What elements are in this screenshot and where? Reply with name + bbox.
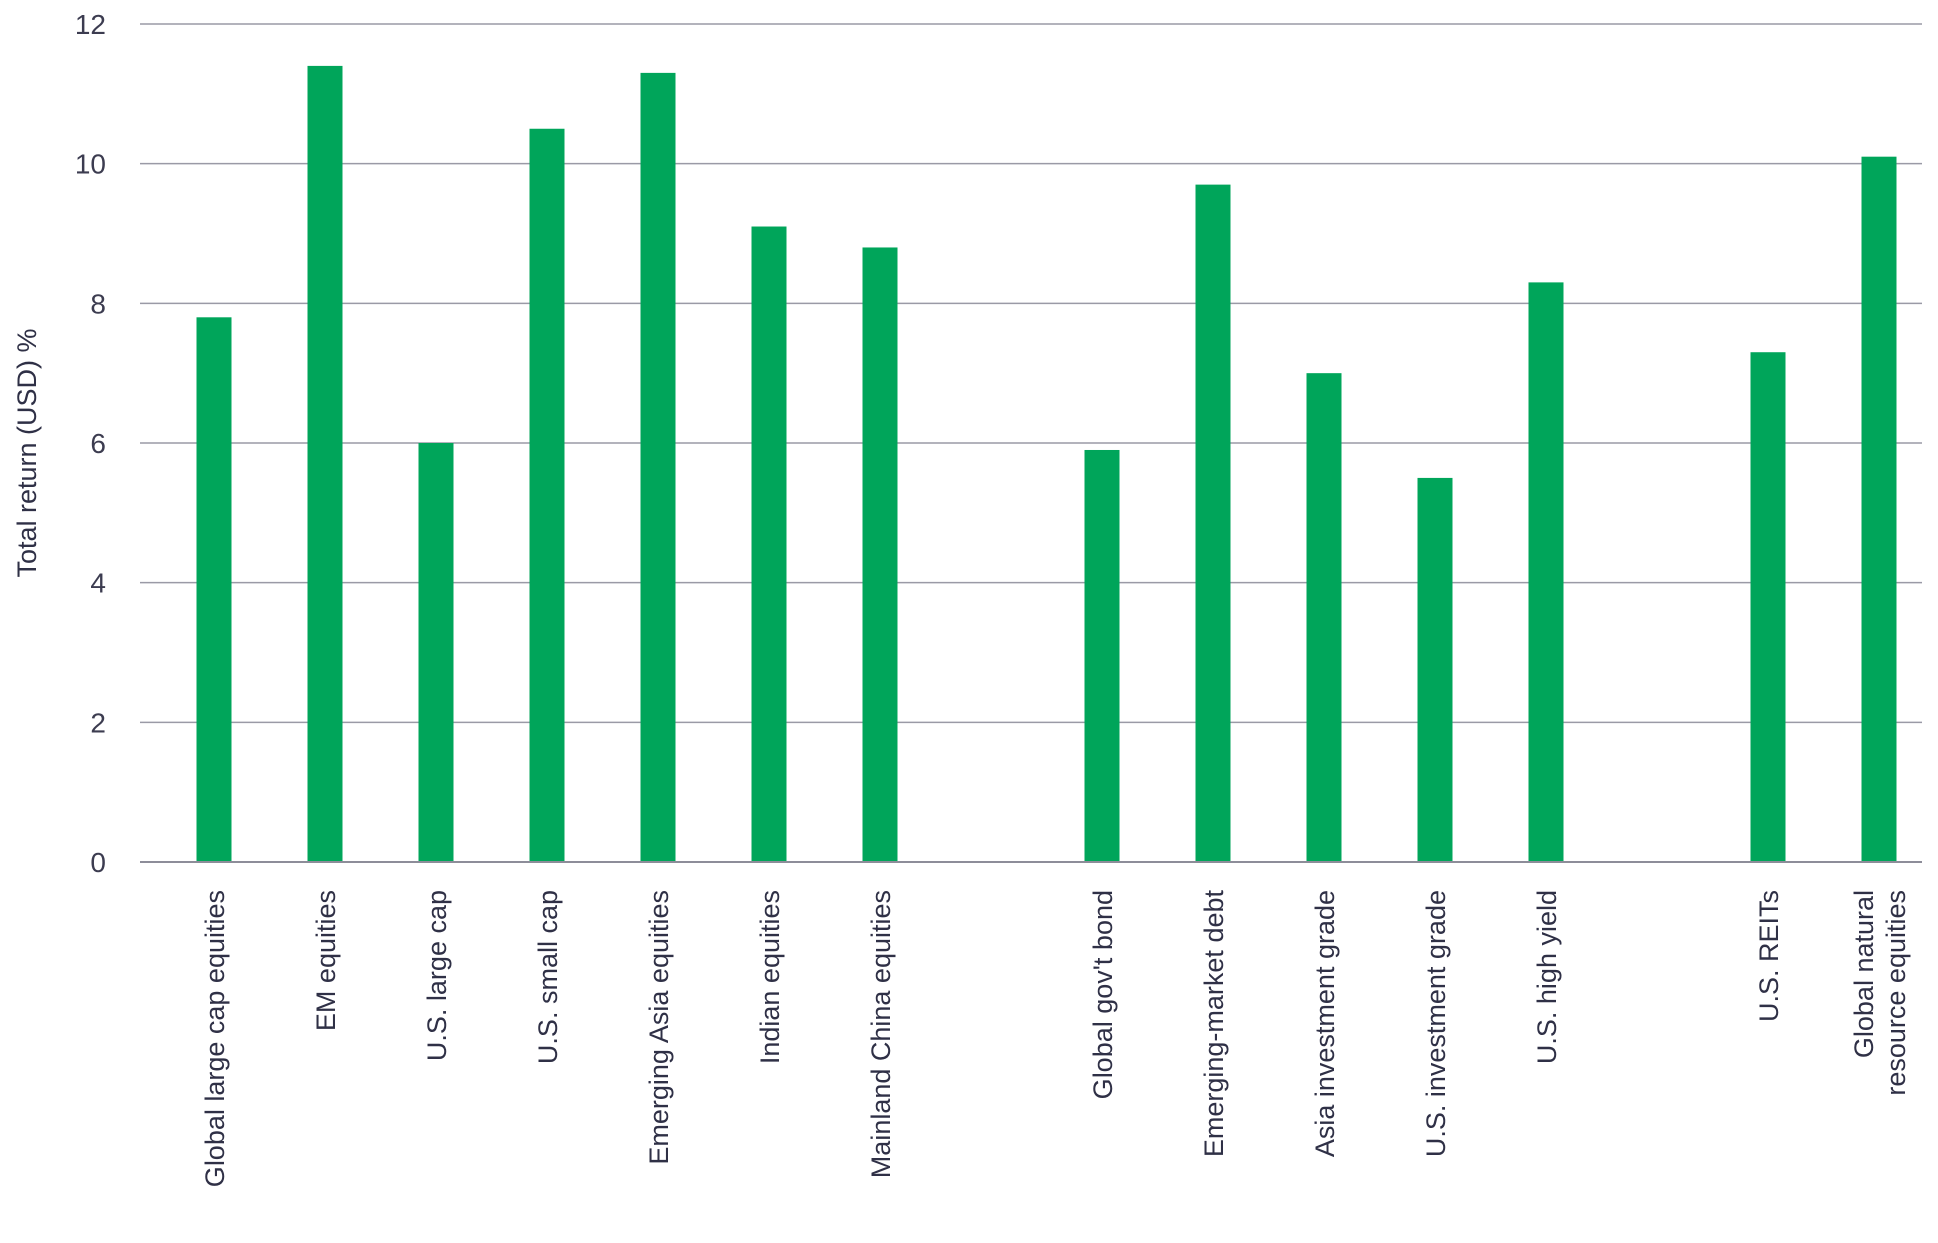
x-tick-label-line: Emerging Asia equities [644, 890, 674, 1165]
x-tick-label: Emerging-market debt [1199, 890, 1229, 1158]
x-tick-label: Mainland China equities [866, 890, 896, 1178]
bars [196, 65, 1897, 863]
y-axis-label: Total return (USD) % [12, 328, 42, 577]
x-tick-label-line: U.S. high yield [1532, 890, 1562, 1064]
y-tick-label: 2 [90, 707, 106, 738]
x-tick-label: U.S. small cap [533, 890, 563, 1064]
x-tick-label-line: resource equities [1881, 890, 1911, 1096]
bar [1195, 184, 1231, 862]
x-tick-label: Global naturalresource equities [1849, 890, 1911, 1096]
x-tick-label: U.S. REITs [1754, 890, 1784, 1022]
x-tick-label: Global gov't bond [1088, 890, 1118, 1099]
gridlines [140, 23, 1922, 724]
bar [307, 65, 343, 862]
x-tick-label-line: U.S. small cap [533, 890, 563, 1064]
bar [1306, 373, 1342, 862]
bar [640, 72, 676, 863]
y-axis-ticks: 0 2 4 6 8 10 12 [75, 9, 106, 878]
x-axis-labels: Global large cap equities EM equities U.S.… [200, 890, 1911, 1188]
bar [418, 443, 454, 862]
x-tick-label: U.S. large cap [422, 890, 452, 1061]
bar [862, 247, 898, 862]
y-tick-label: 12 [75, 9, 106, 40]
x-tick-label-line: U.S. large cap [422, 890, 452, 1061]
x-tick-label: U.S. high yield [1532, 890, 1562, 1064]
bar [751, 226, 787, 862]
x-tick-label: Global large cap equities [200, 890, 230, 1187]
x-tick-label-line: Global large cap equities [200, 890, 230, 1187]
x-tick-label-line: Emerging-market debt [1199, 890, 1229, 1158]
x-tick-label-line: Global gov't bond [1088, 890, 1118, 1099]
y-tick-label: 0 [90, 847, 106, 878]
y-tick-label: 4 [90, 568, 106, 599]
x-tick-label-line: Indian equities [755, 890, 785, 1064]
x-tick-label-line: U.S. REITs [1754, 890, 1784, 1022]
bar [529, 128, 565, 862]
x-tick-label: Asia investment grade [1310, 890, 1340, 1157]
x-tick-label-line: Global natural [1849, 890, 1879, 1058]
x-tick-label: EM equities [311, 890, 341, 1031]
x-tick-label: Emerging Asia equities [644, 890, 674, 1165]
y-tick-label: 8 [90, 288, 106, 319]
bar [1861, 156, 1897, 862]
bar [1528, 282, 1564, 863]
y-tick-label: 6 [90, 428, 106, 459]
y-tick-label: 10 [75, 149, 106, 180]
bar [1750, 352, 1786, 862]
x-tick-label-line: Asia investment grade [1310, 890, 1340, 1157]
x-tick-label-line: EM equities [311, 890, 341, 1031]
x-tick-label-line: Mainland China equities [866, 890, 896, 1178]
x-tick-label: Indian equities [755, 890, 785, 1064]
bar [196, 317, 232, 862]
bar [1417, 477, 1453, 862]
x-tick-label-line: U.S. investment grade [1421, 890, 1451, 1157]
bar [1084, 449, 1120, 862]
x-tick-label: U.S. investment grade [1421, 890, 1451, 1157]
